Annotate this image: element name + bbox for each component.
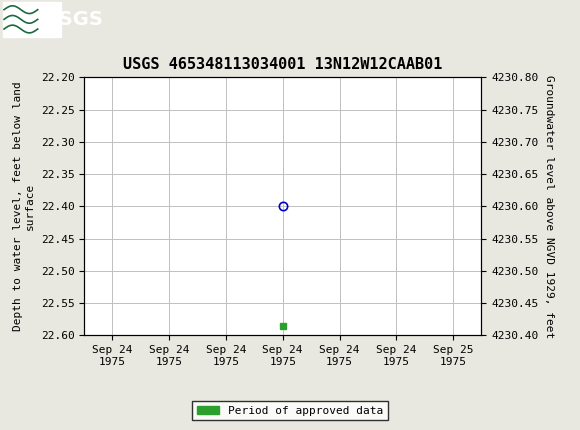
Title: USGS 465348113034001 13N12W12CAAB01: USGS 465348113034001 13N12W12CAAB01 (123, 57, 443, 72)
Legend: Period of approved data: Period of approved data (193, 401, 387, 420)
Text: USGS: USGS (44, 10, 103, 29)
Bar (3, 2, 61, 37)
Y-axis label: Depth to water level, feet below land
surface: Depth to water level, feet below land su… (13, 82, 35, 331)
Y-axis label: Groundwater level above NGVD 1929, feet: Groundwater level above NGVD 1929, feet (544, 75, 554, 338)
